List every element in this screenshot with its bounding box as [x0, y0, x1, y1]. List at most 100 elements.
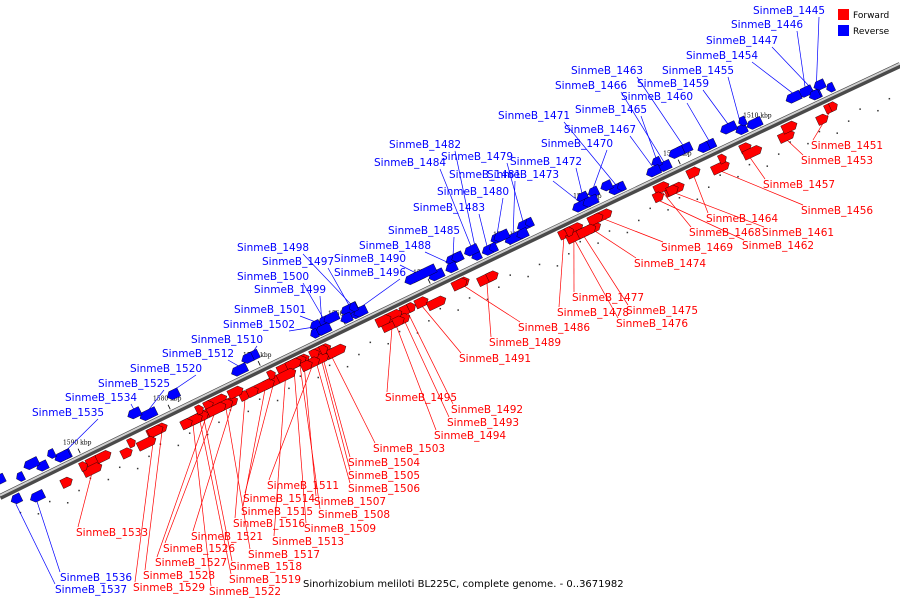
- dot-mark: [638, 219, 640, 222]
- reverse-gene-arrow: [451, 250, 465, 263]
- gene-label: SinmeB_1457: [763, 179, 835, 191]
- tick-label: 1580 kbp: [153, 396, 182, 403]
- gene-label: SinmeB_1508: [318, 509, 390, 521]
- leader-line: [558, 237, 565, 308]
- reverse-gene-arrow: [826, 81, 836, 93]
- dot-mark: [888, 97, 891, 100]
- reverse-gene-arrow: [445, 261, 459, 274]
- forward-gene-arrow: [685, 166, 701, 180]
- dot-mark: [789, 141, 791, 143]
- gene-label: SinmeB_1489: [489, 337, 561, 349]
- forward-gene-arrow: [828, 101, 838, 113]
- tick-label: 1510 kbp: [743, 112, 772, 119]
- leader-line: [393, 319, 437, 431]
- dot-mark: [107, 478, 110, 481]
- dot-mark: [527, 275, 529, 278]
- gene-label: SinmeB_1460: [621, 91, 693, 103]
- gene-label: SinmeB_1471: [498, 110, 570, 122]
- leader-line: [720, 170, 804, 206]
- gene-label: SinmeB_1456: [801, 205, 873, 217]
- reverse-gene-arrow: [139, 406, 159, 422]
- dot-mark: [836, 132, 838, 134]
- dot-mark: [206, 433, 209, 436]
- leader-line: [693, 176, 709, 214]
- gene-label: SinmeB_1514: [243, 493, 315, 505]
- gene-label: SinmeB_1522: [209, 586, 281, 598]
- gene-label: SinmeB_1463: [571, 65, 643, 77]
- tick-label: 1590 kbp: [63, 439, 92, 446]
- forward-gene-arrow: [318, 344, 328, 356]
- reverse-gene-arrow: [697, 140, 711, 153]
- leader-line: [575, 167, 583, 194]
- gene-label: SinmeB_1479: [441, 151, 513, 163]
- dot-mark: [288, 387, 290, 390]
- forward-gene-arrow: [325, 343, 347, 360]
- leader-line: [574, 240, 619, 319]
- leader-line: [439, 168, 472, 247]
- dot-mark: [78, 489, 80, 492]
- leader-line: [321, 361, 351, 471]
- dot-mark: [568, 253, 570, 255]
- reverse-gene-arrow: [30, 489, 47, 503]
- dot-mark: [369, 341, 372, 344]
- gene-label: SinmeB_1453: [801, 155, 873, 167]
- gene-label: SinmeB_1461: [762, 227, 834, 239]
- reverse-gene-arrow: [808, 88, 822, 101]
- forward-gene-arrow: [119, 447, 133, 460]
- forward-gene-arrow: [651, 191, 665, 204]
- dot-mark: [807, 142, 809, 145]
- reverse-gene-arrow: [10, 492, 24, 505]
- reverse-gene-arrow: [525, 216, 535, 228]
- leader-line: [786, 139, 804, 156]
- leader-line: [303, 362, 317, 497]
- forward-gene-arrow: [406, 302, 416, 313]
- forward-gene-arrow: [266, 369, 276, 381]
- reverse-gene-arrow: [738, 115, 748, 127]
- gene-label: SinmeB_1516: [233, 518, 305, 530]
- gene-label: SinmeB_1474: [634, 258, 706, 270]
- gene-label: SinmeB_1486: [518, 322, 590, 334]
- leader-line: [486, 282, 492, 338]
- gene-label: SinmeB_1469: [661, 242, 733, 254]
- gene-label: SinmeB_1533: [76, 527, 148, 539]
- tick-mark: [167, 404, 171, 410]
- leader-line: [771, 46, 815, 92]
- leader-line: [463, 285, 521, 323]
- reverse-gene-arrow: [646, 163, 663, 178]
- leader-line: [321, 354, 351, 458]
- gene-label: SinmeB_1500: [237, 271, 309, 283]
- forward-gene-arrow: [81, 462, 103, 478]
- reverse-gene-arrow: [489, 241, 499, 253]
- leader-line: [199, 420, 232, 575]
- forward-gene-arrow: [485, 270, 499, 283]
- leader-line: [386, 328, 393, 393]
- leader-line: [134, 435, 155, 583]
- gene-label: SinmeB_1488: [359, 240, 431, 252]
- gene-label: SinmeB_1454: [686, 50, 758, 62]
- forward-gene-arrow: [391, 315, 405, 328]
- dot-mark: [468, 297, 471, 299]
- gene-label: SinmeB_1468: [689, 227, 761, 239]
- gene-label: SinmeB_1482: [389, 139, 461, 151]
- gene-label: SinmeB_1517: [248, 549, 320, 561]
- leader-line: [603, 218, 664, 243]
- gene-label: SinmeB_1504: [348, 457, 420, 469]
- forward-gene-arrow: [665, 184, 679, 197]
- leader-line: [674, 192, 765, 228]
- leader-line: [496, 197, 504, 235]
- leader-line: [478, 213, 488, 247]
- leader-line: [147, 389, 165, 411]
- forward-gene-arrow: [194, 404, 204, 416]
- tick-mark: [77, 448, 81, 454]
- gene-label: SinmeB_1445: [753, 5, 825, 17]
- leader-line: [661, 191, 692, 228]
- backbone-highlight: [0, 62, 900, 497]
- leader-line: [658, 200, 745, 241]
- dot-mark: [556, 265, 559, 267]
- forward-gene-arrow: [94, 450, 112, 464]
- leader-line: [751, 61, 794, 94]
- gene-label: SinmeB_1496: [334, 267, 406, 279]
- forward-gene-arrow: [575, 223, 597, 240]
- forward-gene-arrow: [741, 145, 763, 161]
- gene-label: SinmeB_1520: [130, 363, 202, 375]
